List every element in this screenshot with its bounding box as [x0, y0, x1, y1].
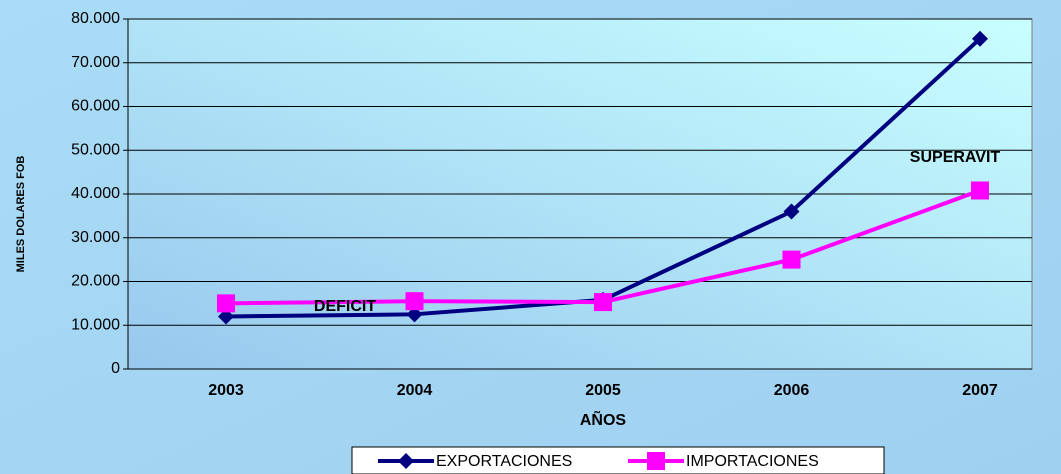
- x-tick-label: 2005: [585, 382, 621, 399]
- legend: [351, 446, 885, 474]
- annotation: SUPERAVIT: [910, 149, 1001, 166]
- legend-marker: [647, 452, 665, 470]
- y-tick-label: 50.000: [71, 141, 120, 158]
- data-point: [782, 250, 801, 269]
- y-tick-label: 10.000: [71, 316, 120, 333]
- y-tick-label: 40.000: [71, 185, 120, 202]
- y-axis-label: MILES DOLARES FOB: [15, 156, 27, 273]
- data-point: [406, 306, 423, 323]
- x-tick-label: 2007: [962, 382, 998, 399]
- legend-marker: [398, 453, 414, 469]
- y-tick-label: 60.000: [71, 98, 120, 115]
- data-point: [971, 181, 989, 200]
- x-tick-label: 2004: [397, 382, 433, 399]
- x-tick-label: 2006: [774, 382, 810, 399]
- x-tick-label: 2003: [208, 382, 244, 399]
- legend-label: IMPORTACIONES: [686, 453, 819, 470]
- y-tick-label: 0: [111, 360, 120, 377]
- y-tick-label: 70.000: [71, 54, 120, 71]
- legend-label: EXPORTACIONES: [436, 453, 572, 470]
- data-point: [594, 293, 612, 312]
- data-point: [405, 292, 424, 311]
- y-tick-label: 20.000: [71, 273, 120, 290]
- y-tick-label: 80.000: [71, 10, 120, 27]
- data-point: [783, 203, 800, 220]
- y-tick-label: 30.000: [71, 229, 120, 246]
- x-axis-label: AÑOS: [580, 409, 627, 429]
- data-point: [218, 308, 234, 325]
- data-point: [972, 30, 988, 47]
- data-point: [217, 294, 235, 313]
- annotation: DEFICIT: [314, 298, 376, 315]
